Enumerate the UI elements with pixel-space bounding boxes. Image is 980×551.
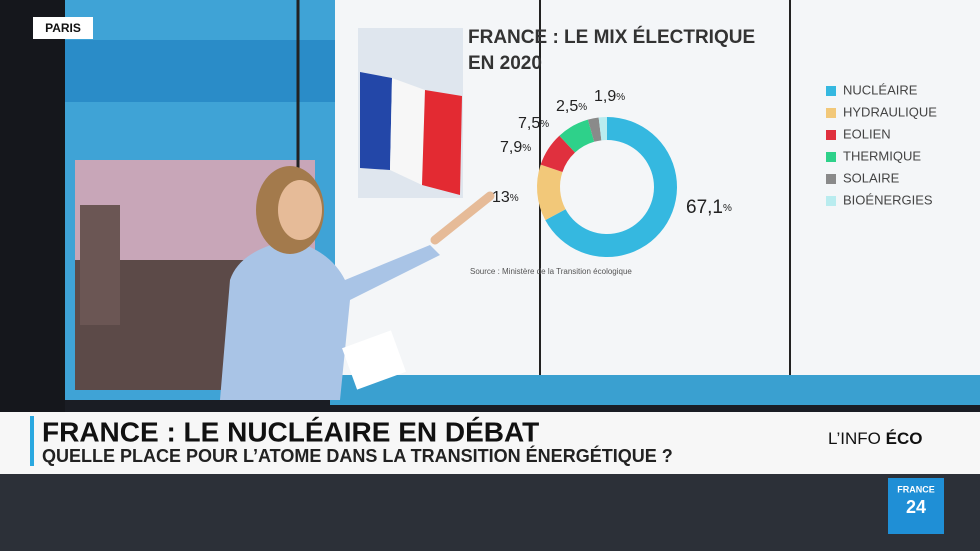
segment-bold: ÉCO <box>886 429 923 448</box>
legend-label: HYDRAULIQUE <box>843 104 937 119</box>
donut-segment <box>537 164 566 221</box>
segment: L’INFO ÉCO <box>828 429 922 448</box>
legend-label: NUCLÉAIRE <box>843 82 918 97</box>
value-unit: % <box>510 193 519 204</box>
legend-label: BIOÉNERGIES <box>843 192 933 207</box>
chart-title: EN 2020 <box>468 53 542 74</box>
flag-white <box>390 78 425 185</box>
value-label: 7,9% <box>500 139 531 156</box>
donut-segment <box>598 117 607 141</box>
banner <box>0 412 980 474</box>
chart-source: Source : Ministère de la Transition écol… <box>470 267 632 276</box>
value-unit: % <box>522 143 531 154</box>
donut-segment <box>540 135 576 172</box>
value-number: 67,1 <box>686 197 723 218</box>
flag-blue <box>360 72 392 170</box>
cue-card <box>342 330 406 390</box>
presenter-face <box>278 180 322 240</box>
value-number: 13 <box>492 189 510 206</box>
logo-box <box>888 478 944 534</box>
donut: 67,1% NUCLÉAIRE 13% HYDRAULIQUE 7,9% EOLIEN 7,… <box>492 82 937 257</box>
donut-segment <box>545 116 678 257</box>
value-label: 1,9% <box>594 88 625 105</box>
legend-swatch <box>826 86 836 96</box>
value-unit: % <box>616 92 625 103</box>
banner-accent <box>30 416 34 466</box>
wall-stripe <box>65 40 340 102</box>
legend-label: THERMIQUE <box>843 148 921 163</box>
donut-segment <box>587 117 602 142</box>
studio-floor <box>0 474 980 551</box>
location-box <box>33 17 93 39</box>
logo-line1: FRANCE <box>897 484 935 494</box>
location: PARIS <box>45 21 81 35</box>
donut-segment <box>559 119 595 153</box>
subheadline: QUELLE PLACE POUR L’ATOME DANS LA TRANSI… <box>42 445 673 466</box>
value-number: 1,9 <box>594 88 616 105</box>
flag-red <box>422 90 462 195</box>
value-label: 13% <box>492 189 519 206</box>
value-number: 7,5 <box>518 115 540 132</box>
value-label: 7,5% <box>518 115 549 132</box>
segment-prefix: L’INFO <box>828 429 881 448</box>
tower <box>80 205 120 325</box>
legend-label: EOLIEN <box>843 126 891 141</box>
legend-swatch <box>826 174 836 184</box>
value-label: 67,1% <box>686 197 732 218</box>
headline: FRANCE : LE NUCLÉAIRE EN DÉBAT <box>42 416 539 447</box>
chart-title: FRANCE : LE MIX ÉLECTRIQUE <box>468 26 755 48</box>
value-number: 2,5 <box>556 98 578 115</box>
value-number: 7,9 <box>500 139 522 156</box>
legend-swatch <box>826 130 836 140</box>
legend-swatch <box>826 152 836 162</box>
legend-swatch <box>826 108 836 118</box>
value-unit: % <box>578 102 587 113</box>
legend-label: SOLAIRE <box>843 170 900 185</box>
value-unit: % <box>723 203 732 214</box>
value-label: 2,5% <box>556 98 587 115</box>
legend-swatch <box>826 196 836 206</box>
presenter-arm <box>430 191 495 245</box>
presenter-body <box>220 240 440 400</box>
floor-screen <box>330 375 980 405</box>
logo-line2: 24 <box>906 497 926 517</box>
value-unit: % <box>540 119 549 130</box>
